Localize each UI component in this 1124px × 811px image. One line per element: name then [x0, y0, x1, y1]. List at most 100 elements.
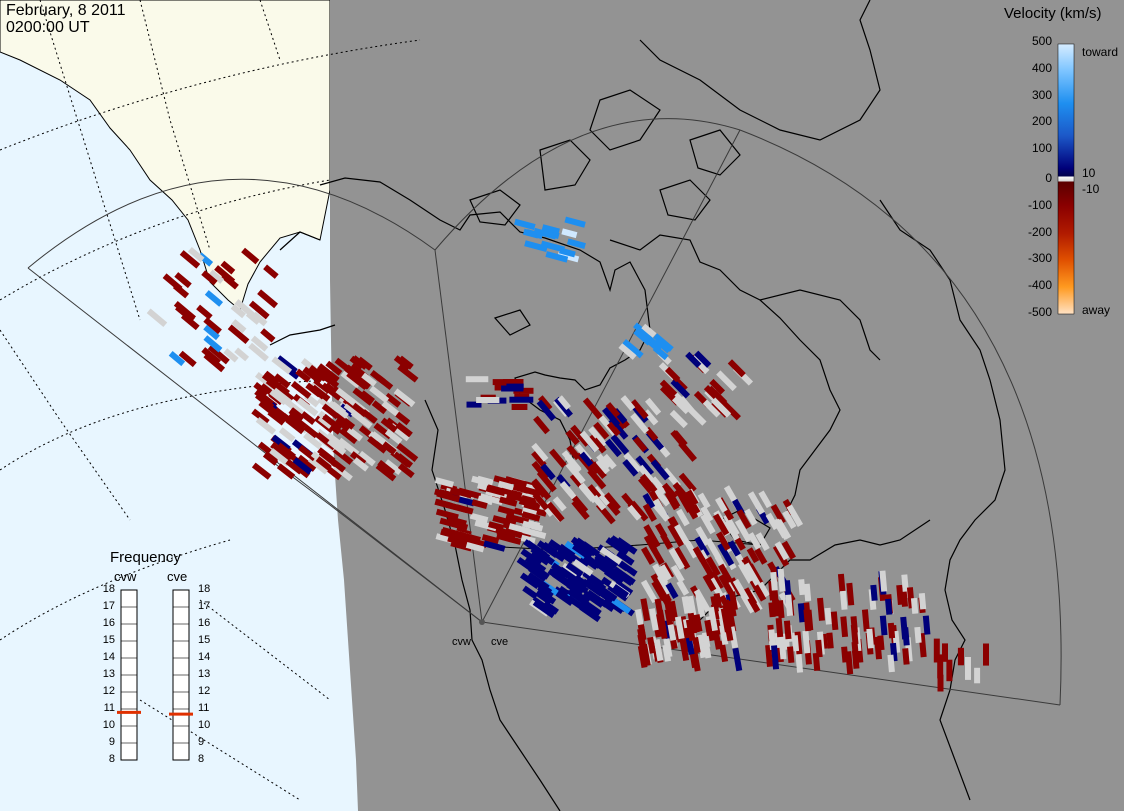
frequency-panel — [117, 589, 193, 761]
range-cell — [728, 591, 738, 611]
range-cell — [162, 273, 183, 292]
range-cell — [549, 448, 567, 468]
range-cell — [271, 356, 293, 375]
range-cell — [616, 550, 635, 566]
range-cell — [715, 496, 728, 513]
range-cell — [561, 228, 578, 239]
range-cell — [292, 457, 313, 475]
range-cell — [255, 392, 275, 410]
range-cell — [798, 579, 806, 596]
range-cell — [717, 542, 735, 567]
frequency-tick-right: 9 — [198, 736, 205, 748]
range-cell — [537, 584, 554, 599]
range-cell — [937, 674, 944, 692]
range-cell — [566, 595, 589, 614]
range-cell — [474, 519, 498, 532]
range-cell — [514, 218, 536, 230]
range-cell — [815, 639, 823, 658]
range-cell — [718, 574, 735, 597]
range-cell — [757, 581, 770, 598]
range-cell — [276, 355, 298, 374]
range-cell — [778, 635, 787, 660]
range-cell — [327, 400, 349, 419]
range-cell — [724, 519, 740, 541]
range-cell — [910, 597, 919, 614]
frequency-tick-left: 12 — [102, 685, 115, 697]
colorbar-tick: 200 — [1031, 114, 1052, 129]
range-cell — [845, 651, 854, 675]
range-cell — [743, 590, 761, 613]
range-cell — [609, 538, 630, 556]
range-cell — [633, 328, 652, 346]
range-cell — [358, 450, 376, 467]
frequency-tick-left: 8 — [108, 753, 115, 765]
range-cell — [596, 453, 611, 470]
range-cell — [685, 351, 702, 368]
range-cell — [300, 411, 316, 425]
range-cell — [612, 584, 630, 599]
range-cell — [340, 370, 361, 389]
range-cell — [369, 385, 390, 404]
range-cell — [720, 607, 731, 633]
frequency-tick-left: 18 — [102, 583, 115, 595]
range-cell — [648, 608, 659, 631]
range-cell — [174, 272, 192, 289]
colorbar-tick: 100 — [1031, 141, 1052, 156]
range-cell — [554, 396, 573, 418]
range-cell — [641, 323, 657, 338]
colorbar-toward-label: toward — [1082, 45, 1119, 59]
range-cell — [602, 453, 617, 470]
range-cell — [773, 518, 790, 541]
range-cell — [571, 499, 590, 520]
range-cell — [641, 546, 656, 565]
range-cell — [697, 492, 711, 509]
range-cell — [754, 548, 768, 565]
range-cell — [513, 387, 534, 394]
range-cell — [696, 634, 707, 659]
range-cell — [578, 482, 598, 504]
range-cell — [516, 557, 538, 575]
backscatter-cells — [146, 216, 989, 692]
range-cell — [502, 379, 524, 385]
range-cell — [520, 548, 543, 567]
colorbar-tick: -500 — [1027, 305, 1052, 319]
range-cell — [755, 532, 770, 551]
range-cell — [384, 392, 402, 408]
range-cell — [471, 499, 488, 510]
range-cell — [676, 579, 690, 596]
range-cell — [505, 513, 530, 525]
range-cell — [839, 590, 848, 610]
range-cell — [653, 639, 664, 662]
range-cell — [653, 333, 674, 352]
range-cell — [525, 540, 548, 558]
range-cell — [227, 324, 250, 345]
range-cell — [719, 625, 729, 646]
range-cell — [531, 442, 549, 462]
range-cell — [384, 428, 403, 445]
range-cell — [508, 523, 530, 535]
range-cell — [511, 404, 528, 410]
range-cell — [693, 614, 703, 632]
range-cell — [716, 531, 731, 551]
range-cell — [900, 591, 908, 607]
range-cell — [787, 646, 795, 663]
range-cell — [559, 480, 577, 500]
range-cell — [727, 359, 746, 378]
range-cell — [352, 457, 369, 472]
range-cell — [522, 585, 539, 600]
range-cell — [476, 397, 500, 403]
range-cell — [765, 512, 780, 531]
range-cell — [321, 382, 342, 401]
range-cell — [203, 335, 223, 353]
range-cell — [629, 500, 649, 522]
range-cell — [296, 397, 319, 417]
range-cell — [777, 568, 786, 592]
range-cell — [569, 492, 589, 514]
range-cell — [702, 399, 721, 418]
range-cell — [824, 607, 832, 625]
range-cell — [524, 240, 548, 252]
range-cell — [455, 504, 474, 515]
range-cell — [248, 342, 269, 362]
radar-site-marker — [479, 619, 485, 625]
range-cell — [287, 412, 307, 430]
